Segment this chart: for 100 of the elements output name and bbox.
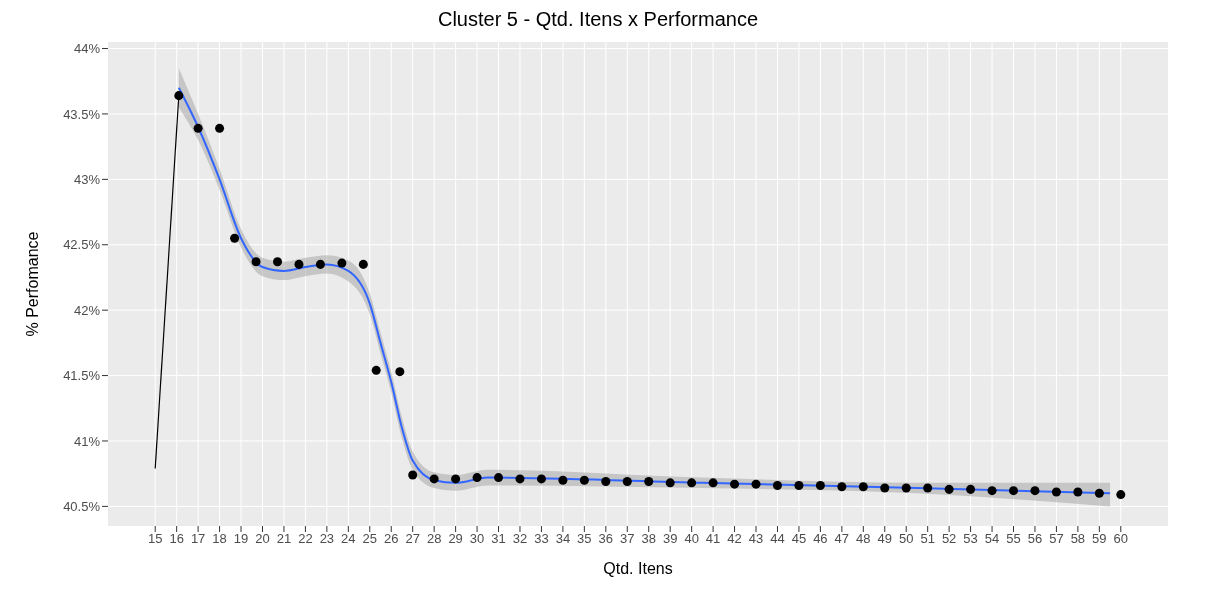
x-tick-label: 30 bbox=[469, 531, 485, 547]
point bbox=[174, 91, 184, 101]
x-tick-label: 40 bbox=[684, 531, 699, 547]
point bbox=[230, 233, 240, 243]
x-tick-label: 24 bbox=[341, 531, 356, 547]
x-tick-label: 16 bbox=[169, 531, 184, 547]
y-tick-label: 42% bbox=[73, 302, 101, 318]
point bbox=[451, 474, 461, 484]
point bbox=[558, 475, 568, 485]
x-tick-label: 45 bbox=[791, 531, 807, 547]
y-axis-title: % Perfomance bbox=[23, 231, 41, 337]
point bbox=[358, 259, 368, 269]
point bbox=[708, 478, 718, 488]
point bbox=[1094, 488, 1104, 498]
point bbox=[395, 367, 405, 377]
point bbox=[337, 258, 347, 268]
x-tick-label: 46 bbox=[813, 531, 828, 547]
x-tick-label: 55 bbox=[1006, 531, 1021, 547]
x-tick-label: 49 bbox=[877, 531, 892, 547]
point bbox=[1051, 487, 1061, 497]
point bbox=[494, 473, 504, 483]
x-tick-label: 38 bbox=[641, 531, 656, 547]
x-tick-label: 53 bbox=[963, 531, 978, 547]
x-tick-label: 42 bbox=[727, 531, 742, 547]
x-tick-label: 54 bbox=[984, 531, 1000, 547]
x-tick-label: 28 bbox=[426, 531, 442, 547]
point bbox=[923, 483, 933, 493]
y-tick-label: 44% bbox=[73, 41, 101, 57]
point bbox=[751, 479, 761, 489]
point bbox=[294, 259, 304, 269]
point bbox=[687, 478, 697, 488]
x-tick-label: 60 bbox=[1113, 531, 1129, 547]
point bbox=[251, 257, 261, 267]
x-tick-label: 50 bbox=[898, 531, 914, 547]
x-tick-label: 17 bbox=[190, 531, 206, 547]
point bbox=[1030, 486, 1040, 496]
point bbox=[273, 257, 283, 267]
x-tick-label: 31 bbox=[491, 531, 506, 547]
point bbox=[1116, 490, 1126, 500]
x-tick-label: 19 bbox=[233, 531, 249, 547]
x-tick-label: 43 bbox=[748, 531, 764, 547]
x-axis-title: Qtd. Itens bbox=[603, 560, 673, 577]
chart-title: Cluster 5 - Qtd. Itens x Performance bbox=[436, 8, 760, 32]
x-tick-label: 21 bbox=[276, 531, 292, 547]
y-tick-label: 40.5% bbox=[63, 498, 101, 514]
x-tick-label: 22 bbox=[298, 531, 313, 547]
x-tick-label: 44 bbox=[770, 531, 785, 547]
x-tick-label: 48 bbox=[856, 531, 871, 547]
point bbox=[315, 259, 325, 269]
point bbox=[665, 478, 675, 488]
y-tick-label: 43.5% bbox=[63, 106, 101, 122]
x-tick-label: 27 bbox=[405, 531, 420, 547]
x-tick-label: 15 bbox=[147, 531, 163, 547]
point bbox=[408, 470, 418, 480]
x-tick-label: 26 bbox=[384, 531, 399, 547]
x-tick-label: 29 bbox=[448, 531, 463, 547]
point bbox=[730, 479, 740, 489]
x-tick-label: 59 bbox=[1092, 531, 1107, 547]
point bbox=[772, 480, 782, 490]
x-tick-label: 23 bbox=[319, 531, 335, 547]
y-tick-label: 41.5% bbox=[63, 368, 101, 384]
point bbox=[880, 483, 890, 493]
point bbox=[472, 473, 482, 483]
point bbox=[622, 477, 632, 487]
point bbox=[901, 483, 911, 493]
point bbox=[815, 480, 825, 490]
point bbox=[944, 484, 954, 494]
point bbox=[987, 486, 997, 496]
x-tick-label: 47 bbox=[834, 531, 850, 547]
point bbox=[579, 475, 589, 485]
x-tick-label: 39 bbox=[662, 531, 678, 547]
x-tick-label: 33 bbox=[534, 531, 549, 547]
y-tick-label: 41% bbox=[73, 433, 101, 449]
point bbox=[644, 477, 654, 487]
point bbox=[601, 477, 611, 487]
x-tick-label: 51 bbox=[920, 531, 935, 547]
x-tick-label: 57 bbox=[1049, 531, 1064, 547]
point bbox=[837, 482, 847, 492]
x-tick-label: 52 bbox=[941, 531, 957, 547]
point bbox=[1008, 486, 1019, 496]
x-tick-label: 37 bbox=[620, 531, 635, 547]
point bbox=[536, 474, 546, 484]
y-tick-label: 43% bbox=[73, 171, 101, 187]
x-tick-label: 32 bbox=[512, 531, 528, 547]
point bbox=[371, 365, 381, 375]
point bbox=[966, 484, 976, 494]
point bbox=[794, 480, 804, 490]
x-tick-label: 35 bbox=[577, 531, 592, 547]
point bbox=[215, 123, 225, 133]
x-tick-label: 56 bbox=[1027, 531, 1043, 547]
point bbox=[858, 482, 868, 492]
x-tick-label: 41 bbox=[705, 531, 721, 547]
x-tick-label: 36 bbox=[598, 531, 614, 547]
x-tick-label: 25 bbox=[362, 531, 378, 547]
point bbox=[1073, 487, 1083, 497]
point bbox=[193, 123, 203, 133]
x-tick-label: 18 bbox=[212, 531, 227, 547]
point bbox=[429, 474, 439, 484]
x-tick-label: 20 bbox=[255, 531, 270, 547]
point bbox=[515, 474, 525, 484]
